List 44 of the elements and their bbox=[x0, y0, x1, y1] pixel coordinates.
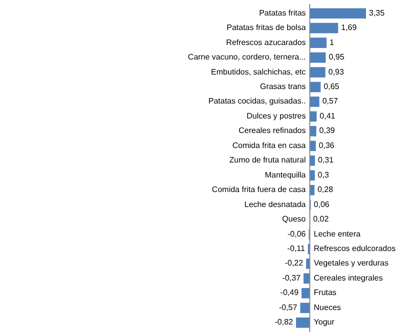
y-tick-label: Carne vacuno, cordero, ternera... bbox=[188, 52, 306, 62]
data-label: 0,93 bbox=[328, 67, 344, 76]
y-tick-label: Vegetales y verduras bbox=[314, 258, 388, 268]
y-tick-label: Leche entera bbox=[314, 229, 362, 238]
data-label: 0,02 bbox=[313, 214, 330, 224]
data-label: 0,28 bbox=[317, 185, 334, 194]
data-label: 0,06 bbox=[314, 200, 330, 209]
data-label: 3,35 bbox=[369, 8, 386, 18]
y-tick-label: Comida frita fuera de casa bbox=[212, 185, 306, 194]
data-label: 0,57 bbox=[322, 96, 338, 106]
data-label: 0,95 bbox=[328, 52, 345, 62]
y-tick-label: Queso bbox=[282, 214, 306, 224]
data-label: 0,41 bbox=[320, 111, 336, 120]
data-label: 1,69 bbox=[341, 23, 358, 32]
data-label: 0,39 bbox=[319, 126, 336, 136]
data-label: 1 bbox=[330, 38, 335, 47]
y-tick-label: Yogur bbox=[314, 318, 335, 327]
data-label: -0,37 bbox=[282, 273, 302, 282]
data-label: -0,82 bbox=[274, 318, 294, 327]
y-tick-label: Cereales refinados bbox=[238, 126, 306, 136]
data-label: -0,49 bbox=[280, 288, 300, 298]
y-tick-label: Refrescos edulcorados bbox=[314, 244, 396, 253]
y-tick-label: Frutas bbox=[314, 288, 336, 298]
y-tick-label: Patatas fritas bbox=[259, 8, 306, 18]
y-tick-label: Refrescos azucarados bbox=[226, 38, 306, 47]
data-label: 0,36 bbox=[318, 140, 335, 150]
y-tick-label: Mantequilla bbox=[264, 170, 306, 180]
data-label: -0,06 bbox=[288, 229, 306, 238]
y-tick-label: Patatas fritas de bolsa bbox=[226, 23, 306, 32]
y-tick-label: Embutidos, salchichas, etc bbox=[211, 67, 306, 76]
y-tick-label: Leche desnatada bbox=[244, 200, 306, 209]
data-label: -0,22 bbox=[284, 258, 304, 268]
y-tick-label: Zumo de fruta natural bbox=[229, 156, 306, 165]
y-tick-label: Patatas cocidas, guisadas.. bbox=[208, 96, 306, 106]
y-tick-label: Dulces y postres bbox=[246, 111, 306, 120]
y-tick-label: Grasas trans bbox=[260, 82, 306, 91]
y-tick-label: Nueces bbox=[314, 302, 341, 312]
y-tick-label: Comida frita en casa bbox=[232, 140, 306, 150]
data-label: 0,31 bbox=[318, 156, 334, 165]
data-label: -0,57 bbox=[278, 302, 298, 312]
data-label: -0,11 bbox=[287, 244, 306, 253]
data-label: 0,3 bbox=[318, 170, 330, 180]
y-tick-label: Cereales integrales bbox=[314, 273, 383, 282]
data-label: 0,65 bbox=[324, 82, 340, 91]
